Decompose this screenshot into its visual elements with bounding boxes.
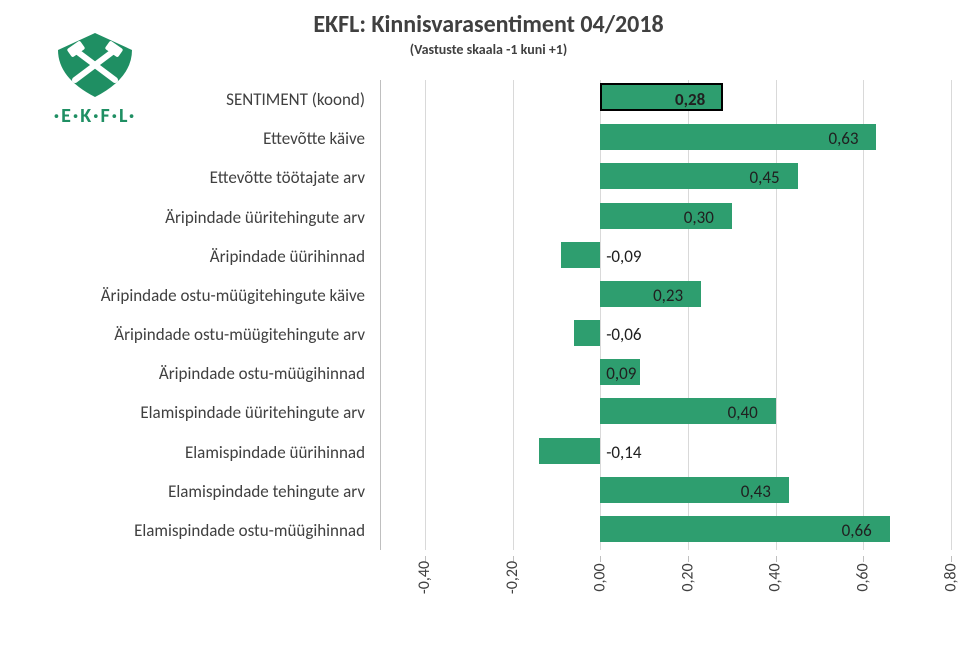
x-tick-label: -0,40 xyxy=(395,568,455,587)
value-label: 0,45 xyxy=(750,158,780,197)
chart-row: Äripindade ostu-müügitehingute arv-0,06 xyxy=(381,315,950,354)
category-label: Ettevõtte käive xyxy=(51,119,371,158)
chart-row: Elamispindade üürihinnad-0,14 xyxy=(381,433,950,472)
chart-row: Elamispindade üüritehingute arv0,40 xyxy=(381,393,950,432)
value-label: 0,30 xyxy=(684,198,714,237)
chart-row: SENTIMENT (koond)0,28 xyxy=(381,80,950,119)
value-label: 0,43 xyxy=(741,472,771,511)
chart-row: Äripindade üüritehingute arv0,30 xyxy=(381,198,950,237)
category-label: Äripindade ostu-müügitehingute käive xyxy=(51,276,371,315)
category-label: Äripindade üüritehingute arv xyxy=(51,198,371,237)
value-label: 0,28 xyxy=(675,80,705,119)
value-label: -0,06 xyxy=(606,315,641,354)
category-label: Elamispindade üüritehingute arv xyxy=(51,393,371,432)
value-label: 0,63 xyxy=(828,119,858,158)
category-label: Äripindade ostu-müügihinnad xyxy=(51,354,371,393)
chart-row: Ettevõtte käive0,63 xyxy=(381,119,950,158)
category-label: Äripindade ostu-müügitehingute arv xyxy=(51,315,371,354)
gridline xyxy=(951,80,952,550)
chart-row: Ettevõtte töötajate arv0,45 xyxy=(381,158,950,197)
chart: -0,40-0,200,000,200,400,600,80SENTIMENT … xyxy=(50,80,960,550)
bar xyxy=(574,320,600,346)
x-tick-label: 0,20 xyxy=(658,568,718,587)
chart-row: Äripindade ostu-müügihinnad0,09 xyxy=(381,354,950,393)
plot-area: -0,40-0,200,000,200,400,600,80SENTIMENT … xyxy=(380,80,950,550)
x-tick-label: 0,40 xyxy=(746,568,806,587)
x-tick xyxy=(600,556,601,562)
value-label: 0,23 xyxy=(653,276,683,315)
bar xyxy=(561,242,600,268)
x-tick-label: -0,20 xyxy=(483,568,543,587)
value-label: 0,66 xyxy=(842,511,872,550)
category-label: Äripindade üürihinnad xyxy=(51,237,371,276)
value-label: 0,40 xyxy=(728,393,758,432)
chart-row: Äripindade üürihinnad-0,09 xyxy=(381,237,950,276)
chart-row: Elamispindade tehingute arv0,43 xyxy=(381,472,950,511)
value-label: 0,09 xyxy=(606,354,636,393)
value-label: -0,09 xyxy=(606,237,641,276)
x-tick xyxy=(688,556,689,562)
x-tick xyxy=(951,556,952,562)
category-label: Elamispindade tehingute arv xyxy=(51,472,371,511)
x-tick-label: 0,00 xyxy=(570,568,630,587)
x-tick xyxy=(776,556,777,562)
chart-row: Elamispindade ostu-müügihinnad0,66 xyxy=(381,511,950,550)
category-label: Elamispindade ostu-müügihinnad xyxy=(51,511,371,550)
chart-row: Äripindade ostu-müügitehingute käive0,23 xyxy=(381,276,950,315)
bar xyxy=(600,281,701,307)
bar xyxy=(539,438,600,464)
category-label: SENTIMENT (koond) xyxy=(51,80,371,119)
category-label: Elamispindade üürihinnad xyxy=(51,433,371,472)
x-tick-label: 0,80 xyxy=(921,568,977,587)
value-label: -0,14 xyxy=(606,433,641,472)
category-label: Ettevõtte töötajate arv xyxy=(51,158,371,197)
x-tick xyxy=(863,556,864,562)
x-tick-label: 0,60 xyxy=(833,568,893,587)
